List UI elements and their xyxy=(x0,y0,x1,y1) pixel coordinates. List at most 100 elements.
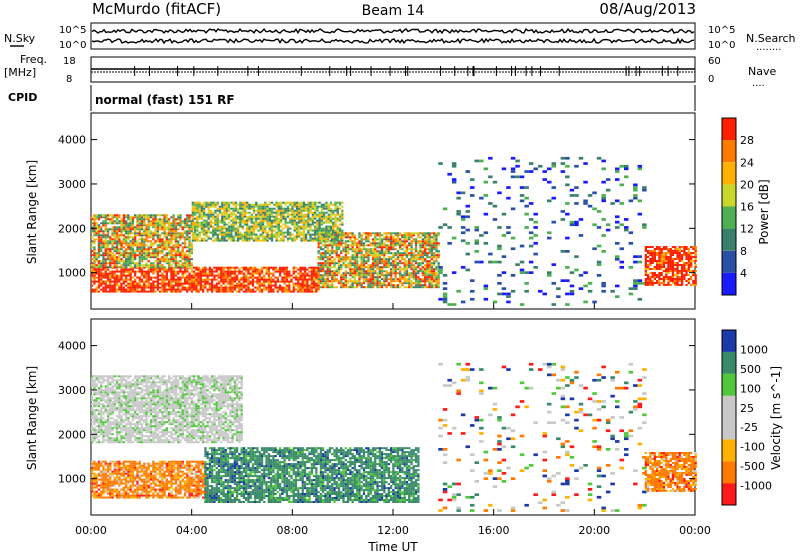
heatmap-cell xyxy=(140,274,144,277)
heatmap-cell xyxy=(218,231,222,234)
heatmap-cell xyxy=(202,270,205,273)
heatmap-cell xyxy=(268,229,271,232)
heatmap-cell xyxy=(232,225,235,228)
heatmap-cell xyxy=(217,286,221,289)
heatmap-cell xyxy=(152,232,155,235)
heatmap-cell xyxy=(396,232,400,235)
heatmap-cell xyxy=(392,272,395,275)
heatmap-cell xyxy=(488,202,493,205)
heatmap-cell xyxy=(163,230,166,233)
heatmap-cell xyxy=(295,221,299,224)
heatmap-cell xyxy=(136,228,139,231)
heatmap-cell xyxy=(156,268,159,271)
heatmap-cell xyxy=(356,272,359,275)
heatmap-cell xyxy=(113,228,116,231)
heatmap-cell xyxy=(100,230,103,233)
heatmap-cell xyxy=(435,244,438,247)
heatmap-cell xyxy=(362,266,366,269)
heatmap-cell xyxy=(106,286,110,289)
heatmap-cell xyxy=(424,242,427,245)
heatmap-cell xyxy=(229,266,232,269)
heatmap-cell xyxy=(408,272,411,275)
heatmap-cell xyxy=(100,268,103,271)
heatmap-cell xyxy=(331,234,334,237)
heatmap-cell xyxy=(283,268,286,271)
heatmap-cell xyxy=(433,234,436,237)
heatmap-cell xyxy=(97,270,101,273)
heatmap-cell xyxy=(183,232,187,235)
heatmap-cell xyxy=(362,286,366,289)
heatmap-cell xyxy=(465,210,470,213)
heatmap-cell xyxy=(510,175,516,179)
heatmap-cell xyxy=(383,280,386,283)
heatmap-cell xyxy=(644,258,647,260)
heatmap-cell xyxy=(270,231,274,234)
heatmap-cell xyxy=(125,220,128,223)
heatmap-cell xyxy=(644,264,647,266)
heatmap-cell xyxy=(237,229,240,232)
heatmap-cell xyxy=(358,270,361,273)
heatmap-cell xyxy=(346,250,350,253)
heatmap-cell xyxy=(93,240,96,243)
heatmap-cell xyxy=(209,205,213,208)
heatmap-cell xyxy=(390,256,393,259)
heatmap-cell xyxy=(129,224,132,227)
heatmap-cell xyxy=(125,228,128,231)
heatmap-cell xyxy=(651,280,654,282)
heatmap-cell xyxy=(662,283,666,286)
heatmap-cell xyxy=(288,280,291,283)
heatmap-cell xyxy=(154,252,157,255)
heatmap-cell xyxy=(118,260,121,263)
heatmap-cell xyxy=(303,268,307,271)
heatmap-cell xyxy=(412,238,415,241)
heatmap-cell xyxy=(177,278,180,281)
heatmap-cell xyxy=(258,288,261,291)
heatmap-cell xyxy=(433,240,436,243)
heatmap-cell xyxy=(195,274,198,277)
heatmap-cell xyxy=(671,270,675,272)
heatmap-cell xyxy=(669,262,672,264)
heatmap-cell xyxy=(335,268,338,271)
heatmap-cell xyxy=(569,292,575,296)
heatmap-cell xyxy=(125,258,128,261)
heatmap-cell xyxy=(309,219,312,222)
heatmap-cell xyxy=(97,232,101,235)
heatmap-cell xyxy=(605,188,611,192)
heatmap-cell xyxy=(138,244,141,247)
heatmap-cell xyxy=(316,229,319,232)
heatmap-cell xyxy=(319,278,323,281)
heatmap-cell xyxy=(140,238,144,241)
heatmap-cell xyxy=(376,284,379,287)
heatmap-cell xyxy=(203,203,206,206)
heatmap-cell xyxy=(231,282,234,285)
heatmap-cell xyxy=(285,288,289,291)
heatmap-cell xyxy=(226,276,230,279)
heatmap-cell xyxy=(293,221,296,224)
heatmap-cell xyxy=(245,280,248,283)
heatmap-cell xyxy=(399,232,402,235)
heatmap-cell xyxy=(118,266,121,269)
heatmap-cell xyxy=(120,272,123,275)
heatmap-cell xyxy=(93,258,96,261)
heatmap-cell xyxy=(324,280,327,283)
heatmap-cell xyxy=(106,266,110,269)
heatmap-cell xyxy=(122,238,125,241)
heatmap-cell xyxy=(113,216,116,219)
heatmap-cell xyxy=(258,278,261,281)
heatmap-cell xyxy=(102,258,105,261)
heatmap-cell xyxy=(109,276,112,279)
heatmap-cell xyxy=(282,207,285,210)
heatmap-cell xyxy=(158,262,162,265)
heatmap-cell xyxy=(424,260,427,263)
heatmap-cell xyxy=(281,270,284,273)
heatmap-cell xyxy=(240,272,243,275)
heatmap-cell xyxy=(329,239,333,242)
heatmap-cell xyxy=(234,231,237,234)
heatmap-cell xyxy=(276,288,279,291)
heatmap-cell xyxy=(168,230,171,233)
heatmap-cell xyxy=(308,276,311,279)
heatmap-cell xyxy=(122,214,125,217)
heatmap-cell xyxy=(665,262,668,264)
heatmap-cell xyxy=(275,205,278,208)
heatmap-cell xyxy=(281,290,284,293)
